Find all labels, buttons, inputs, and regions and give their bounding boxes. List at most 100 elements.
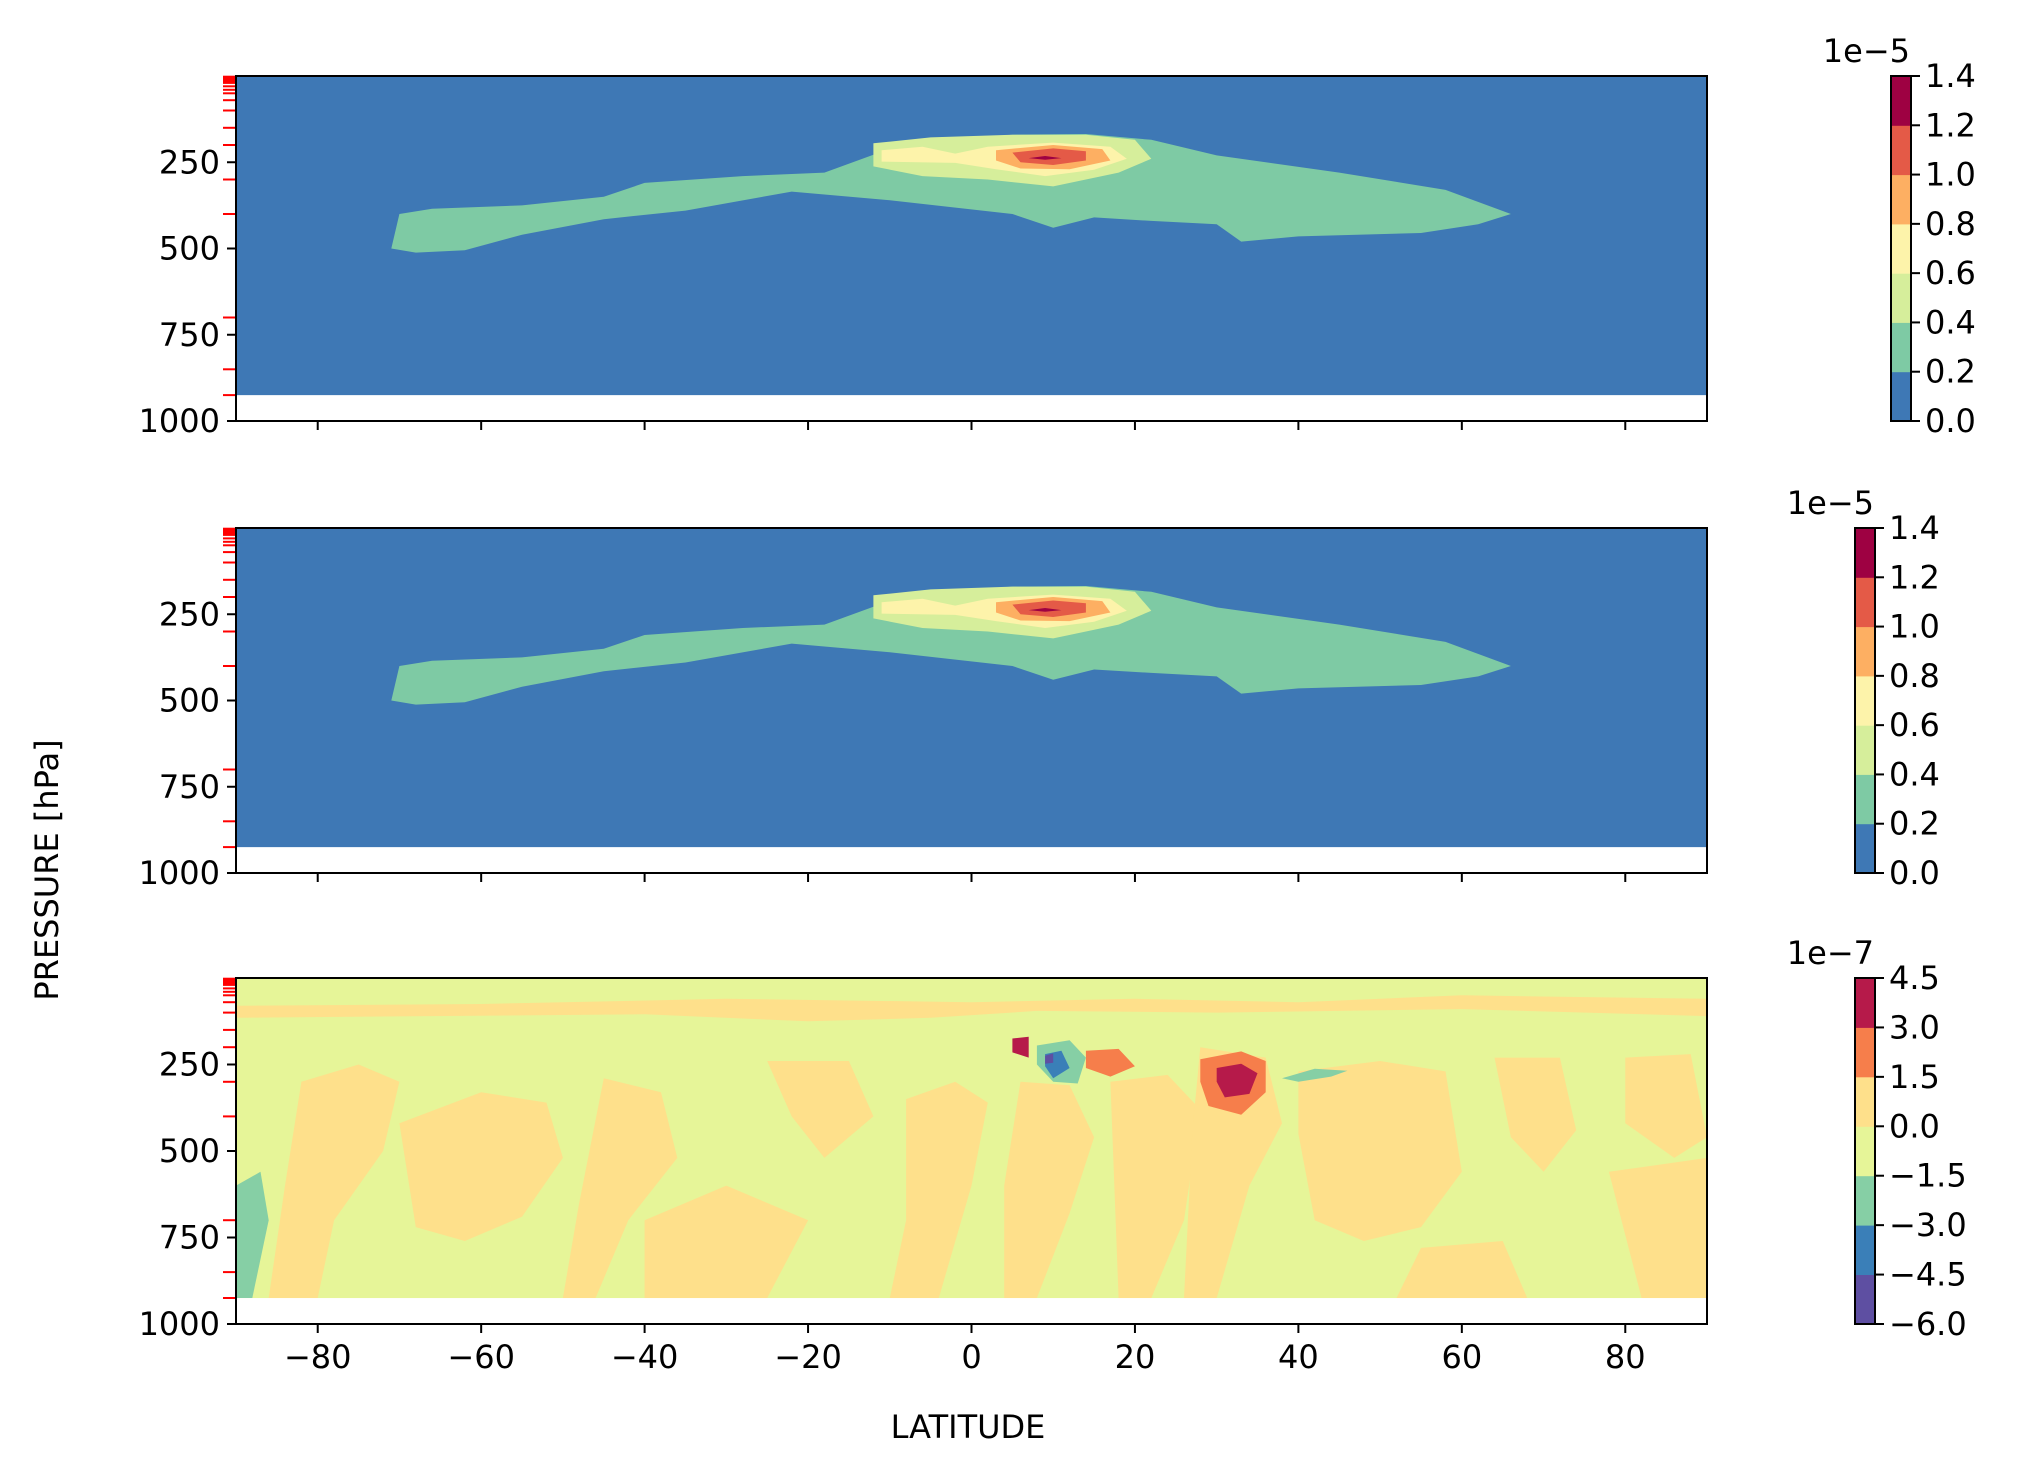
colorbar-tick-label: −4.5 [1889,1256,1967,1294]
colorbar-swatch [1855,1027,1875,1078]
y-tick-label: 500 [159,1132,220,1170]
x-tick-label: 60 [1441,1338,1482,1376]
x-axis-label: LATITUDE [891,1408,1046,1446]
colorbar-tick-label: 0.2 [1889,805,1940,843]
contour-fill-level-6 [1028,608,1062,612]
y-axis-label: PRESSURE [hPa] [28,739,66,1000]
colorbar-swatch [1891,76,1911,126]
colorbar-tick-label: 1.0 [1925,156,1976,194]
colorbar-tick-label: 0.0 [1889,854,1940,892]
x-tick-label: −60 [447,1338,515,1376]
y-tick-label: 250 [159,595,220,633]
axes-2: 250 500 750 1000 −80 −60 −40 −20 0 20 40 60 80 [139,977,1708,1376]
colorbar-swatch [1891,174,1911,225]
y-tick-label: 500 [159,230,220,268]
colorbar-swatch [1855,978,1875,1028]
colorbar-tick-label: −1.5 [1889,1157,1967,1195]
colorbar-frame [1890,75,1912,422]
y-tick-label: 1000 [139,1305,220,1343]
y-tick-label: 750 [159,1219,220,1257]
x-tick-label: 0 [961,1338,981,1376]
y-tick-label: 1000 [139,854,220,892]
colorbar-swatch [1855,577,1875,628]
contour-fill-level-2 [236,1171,269,1298]
colorbar-swatch [1855,1274,1875,1325]
colorbar-offset-label: 1e−5 [1823,32,1910,70]
colorbar-tick-label: 0.4 [1889,755,1940,793]
contour-fill-level-6 [1012,1036,1029,1058]
contour-fill-level-4 [1494,1057,1577,1172]
colorbar-tick-label: 1.4 [1925,57,1976,95]
contour-fill-level-4 [236,995,1707,1022]
colorbar-0: 0.0 0.2 0.4 0.6 0.8 1.0 1.2 1.4 1e−5 [1823,32,1976,440]
y-tick-label: 750 [159,316,220,354]
contour-fill-level-4 [644,1185,809,1298]
contour-fill-level-2 [1282,1068,1348,1082]
colorbar-tick-label: 0.0 [1925,402,1976,440]
colorbar-tick-label: 1.0 [1889,608,1940,646]
contour-fill-level-6 [1028,156,1062,160]
y-tick-label: 750 [159,768,220,806]
colorbar-swatch [1855,675,1875,726]
y-tick-label: 250 [159,143,220,181]
contour-fill-level-4 [268,1064,400,1298]
colorbar-frame [1854,977,1876,1325]
axes-0: 250 500 750 1000 [139,75,1708,440]
colorbar-tick-label: 1.5 [1889,1058,1940,1096]
contour-fill-level-4 [1625,1054,1707,1158]
contour-plot-1 [236,528,1707,848]
colorbar-tick-label: 0.8 [1925,205,1976,243]
colorbar-swatch [1855,774,1875,825]
x-tick-label: −80 [284,1338,352,1376]
contour-plot-2 [236,978,1707,1299]
contour-fill-level-5 [1085,1048,1135,1077]
contour-fill-level-4 [399,1092,563,1241]
colorbar-swatch [1855,823,1875,874]
contour-fill-level-4 [1004,1081,1095,1298]
colorbar-tick-label: 1.2 [1889,558,1940,596]
colorbar-tick-label: 0.8 [1889,657,1940,695]
colorbar-swatch [1891,322,1911,373]
colorbar-1: 0.0 0.2 0.4 0.6 0.8 1.0 1.2 1.4 1e−5 [1787,484,1940,892]
contour-fill-level-4 [562,1078,678,1298]
colorbar-tick-label: 0.2 [1925,353,1976,391]
colorbar-tick-label: −3.0 [1889,1206,1967,1244]
x-tick-label: 20 [1115,1338,1156,1376]
axes-1: 250 500 750 1000 [139,527,1708,892]
x-tick-label: −20 [774,1338,842,1376]
contour-fill-level-1 [391,134,1511,253]
contour-fill-level-4 [1396,1241,1528,1298]
colorbar-swatch [1855,725,1875,775]
y-tick-label: 250 [159,1046,220,1084]
colorbar-tick-label: 0.0 [1889,1107,1940,1145]
colorbar-offset-label: 1e−7 [1787,934,1874,972]
colorbar-tick-label: 1.4 [1889,509,1940,547]
colorbar-swatch [1891,223,1911,274]
colorbar-tick-label: 0.6 [1925,254,1976,292]
y-tick-label: 1000 [139,402,220,440]
colorbar-swatch [1891,371,1911,422]
colorbar-tick-label: 3.0 [1889,1008,1940,1046]
contour-fill-level-6 [1216,1063,1258,1098]
contour-fill-level-4 [767,1061,874,1158]
contour-fill-level-4 [1184,1047,1282,1298]
colorbar-swatch [1855,1175,1875,1226]
colorbar-tick-label: 0.4 [1925,303,1976,341]
colorbar-2: −6.0 −4.5 −3.0 −1.5 0.0 1.5 3.0 4.5 1e−7 [1787,934,1967,1343]
contour-fill-level-0 [1045,1053,1054,1064]
colorbar-tick-label: 4.5 [1889,959,1940,997]
colorbar-tick-label: −6.0 [1889,1305,1967,1343]
x-tick-label: 40 [1278,1338,1319,1376]
contour-fill-level-4 [1298,1061,1462,1241]
colorbar-swatch [1855,1076,1875,1127]
colorbar-swatch [1891,273,1911,323]
colorbar-tick-label: 0.6 [1889,706,1940,744]
contour-plot-0 [236,76,1707,396]
x-tick-label: −40 [611,1338,679,1376]
contour-fill-level-4 [1110,1074,1201,1298]
colorbar-frame [1854,527,1876,874]
contour-fill-level-4 [889,1081,988,1298]
colorbar-swatch [1891,125,1911,176]
colorbar-swatch [1855,528,1875,578]
